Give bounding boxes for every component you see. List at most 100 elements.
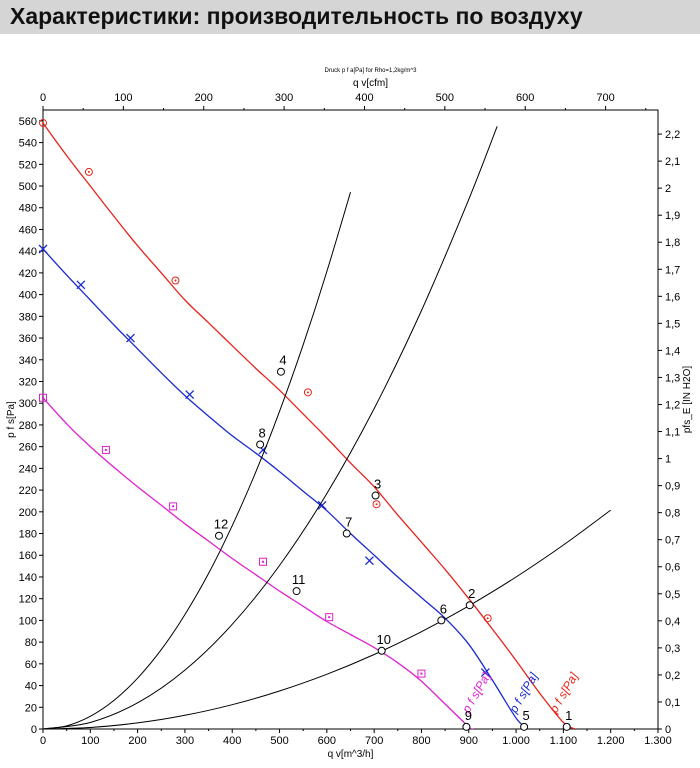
curve-marker-circle bbox=[483, 614, 492, 623]
operating-point-label: 1 bbox=[565, 708, 572, 723]
y-tick-label: 440 bbox=[19, 246, 37, 258]
curve-marker-circle bbox=[84, 167, 93, 176]
y-tick-label: 60 bbox=[25, 659, 37, 671]
x-tick-label: 1.100 bbox=[550, 735, 578, 747]
x-tick-label: 300 bbox=[176, 735, 194, 747]
y2-tick-label: 1,8 bbox=[665, 237, 680, 249]
x-tick-label: 700 bbox=[365, 735, 383, 747]
x-tick-label: 200 bbox=[128, 735, 146, 747]
operating-point bbox=[377, 646, 386, 655]
operating-point-label: 7 bbox=[345, 515, 352, 530]
y-tick-label: 200 bbox=[19, 507, 37, 519]
y-tick-label: 320 bbox=[19, 376, 37, 388]
operating-point-label: 2 bbox=[468, 586, 475, 601]
operating-point bbox=[214, 531, 223, 540]
y-tick-label: 540 bbox=[19, 138, 37, 150]
operating-point-label: 9 bbox=[465, 708, 472, 723]
y-tick-label: 120 bbox=[19, 594, 37, 606]
curve-marker-dot bbox=[375, 503, 378, 506]
y2-tick-label: 1 bbox=[665, 454, 671, 466]
operating-point bbox=[562, 722, 571, 731]
operating-point-label: 5 bbox=[523, 708, 530, 723]
y-tick-label: 80 bbox=[25, 637, 37, 649]
curve-marker-dot bbox=[328, 616, 331, 619]
y-tick-label: 480 bbox=[19, 203, 37, 215]
fan-curve-line bbox=[43, 122, 576, 729]
x-tick-label: 100 bbox=[81, 735, 99, 747]
y2-tick-label: 1,2 bbox=[665, 399, 680, 411]
y-tick-label: 340 bbox=[19, 355, 37, 367]
operating-point bbox=[292, 587, 301, 596]
y2-tick-label: 0,7 bbox=[665, 535, 680, 547]
y2-tick-label: 0,8 bbox=[665, 508, 680, 520]
y2-tick-label: 0,1 bbox=[665, 697, 680, 709]
curve-marker-dot bbox=[486, 617, 489, 620]
y-tick-label: 360 bbox=[19, 333, 37, 345]
system-curve-line bbox=[43, 509, 611, 729]
curve-marker-dot bbox=[306, 391, 309, 394]
operating-point bbox=[256, 440, 265, 449]
curve-marker-dot bbox=[261, 560, 264, 563]
y-tick-label: 140 bbox=[19, 572, 37, 584]
fan-curve-line bbox=[43, 397, 474, 729]
system-curve-line bbox=[43, 192, 351, 729]
y-tick-label: 400 bbox=[19, 290, 37, 302]
x-tick-label: 800 bbox=[412, 735, 430, 747]
curve-marker-square bbox=[325, 613, 334, 622]
curve-marker-square bbox=[169, 502, 178, 511]
curve-marker-x bbox=[364, 556, 374, 566]
y2-tick-label: 0 bbox=[665, 724, 671, 736]
curve-marker-square bbox=[101, 445, 110, 454]
curve-marker-circle bbox=[39, 119, 47, 128]
operating-point-label: 4 bbox=[279, 353, 286, 368]
operating-point-label: 6 bbox=[440, 601, 447, 616]
x2-tick-label: 0 bbox=[40, 92, 46, 104]
x2-tick-label: 400 bbox=[355, 92, 373, 104]
curve-marker-circle bbox=[303, 388, 312, 397]
operating-point-label: 8 bbox=[259, 425, 266, 440]
operating-point-label: 12 bbox=[214, 517, 228, 532]
x-tick-label: 1.000 bbox=[502, 735, 530, 747]
y-tick-label: 520 bbox=[19, 159, 37, 171]
y-tick-label: 0 bbox=[31, 724, 37, 736]
x-tick-label: 400 bbox=[223, 735, 241, 747]
y2-tick-label: 0,9 bbox=[665, 481, 680, 493]
page-header: Характеристики: производительность по во… bbox=[0, 0, 700, 34]
plot-frame bbox=[42, 109, 659, 730]
y2-tick-label: 1,4 bbox=[665, 345, 680, 357]
y-tick-label: 280 bbox=[19, 420, 37, 432]
y2-tick-label: 1,3 bbox=[665, 372, 680, 384]
y2-tick-label: 1,9 bbox=[665, 210, 680, 222]
y2-tick-label: 1,5 bbox=[665, 318, 680, 330]
curve-marker-square bbox=[258, 557, 267, 566]
operating-point bbox=[342, 529, 351, 538]
y-tick-label: 240 bbox=[19, 463, 37, 475]
operating-point-label: 10 bbox=[376, 632, 390, 647]
curve-marker-dot bbox=[174, 279, 177, 282]
x-tick-label: 900 bbox=[460, 735, 478, 747]
curve-marker-dot bbox=[104, 448, 107, 451]
chart-title: Druck p f a[Pa] for Rho=1,2kg/m^3 bbox=[324, 68, 417, 74]
y2-tick-label: 0,4 bbox=[665, 616, 680, 628]
y2-tick-label: 1,6 bbox=[665, 291, 680, 303]
operating-point-label: 11 bbox=[292, 572, 306, 587]
curve-marker-square bbox=[39, 393, 47, 402]
x2-tick-label: 700 bbox=[596, 92, 614, 104]
operating-point bbox=[437, 616, 446, 625]
y-tick-label: 380 bbox=[19, 311, 37, 323]
curve-end-label: p f s[Pa] bbox=[546, 670, 581, 717]
curve-marker-x bbox=[126, 333, 135, 343]
curve-marker-circle bbox=[171, 276, 180, 285]
curve-marker-x bbox=[480, 668, 490, 677]
curve-marker-dot bbox=[172, 505, 175, 508]
page-title: Характеристики: производительность по во… bbox=[10, 3, 583, 29]
x-tick-label: 600 bbox=[318, 735, 336, 747]
y2-tick-label: 1,7 bbox=[665, 264, 680, 276]
curve-marker-dot bbox=[42, 122, 44, 125]
operating-point-label: 3 bbox=[374, 477, 381, 492]
y-tick-label: 100 bbox=[19, 615, 37, 627]
fan-curve-line bbox=[43, 248, 529, 729]
y-axis-label: p f s[Pa] bbox=[6, 401, 17, 438]
curve-marker-dot bbox=[87, 170, 90, 173]
